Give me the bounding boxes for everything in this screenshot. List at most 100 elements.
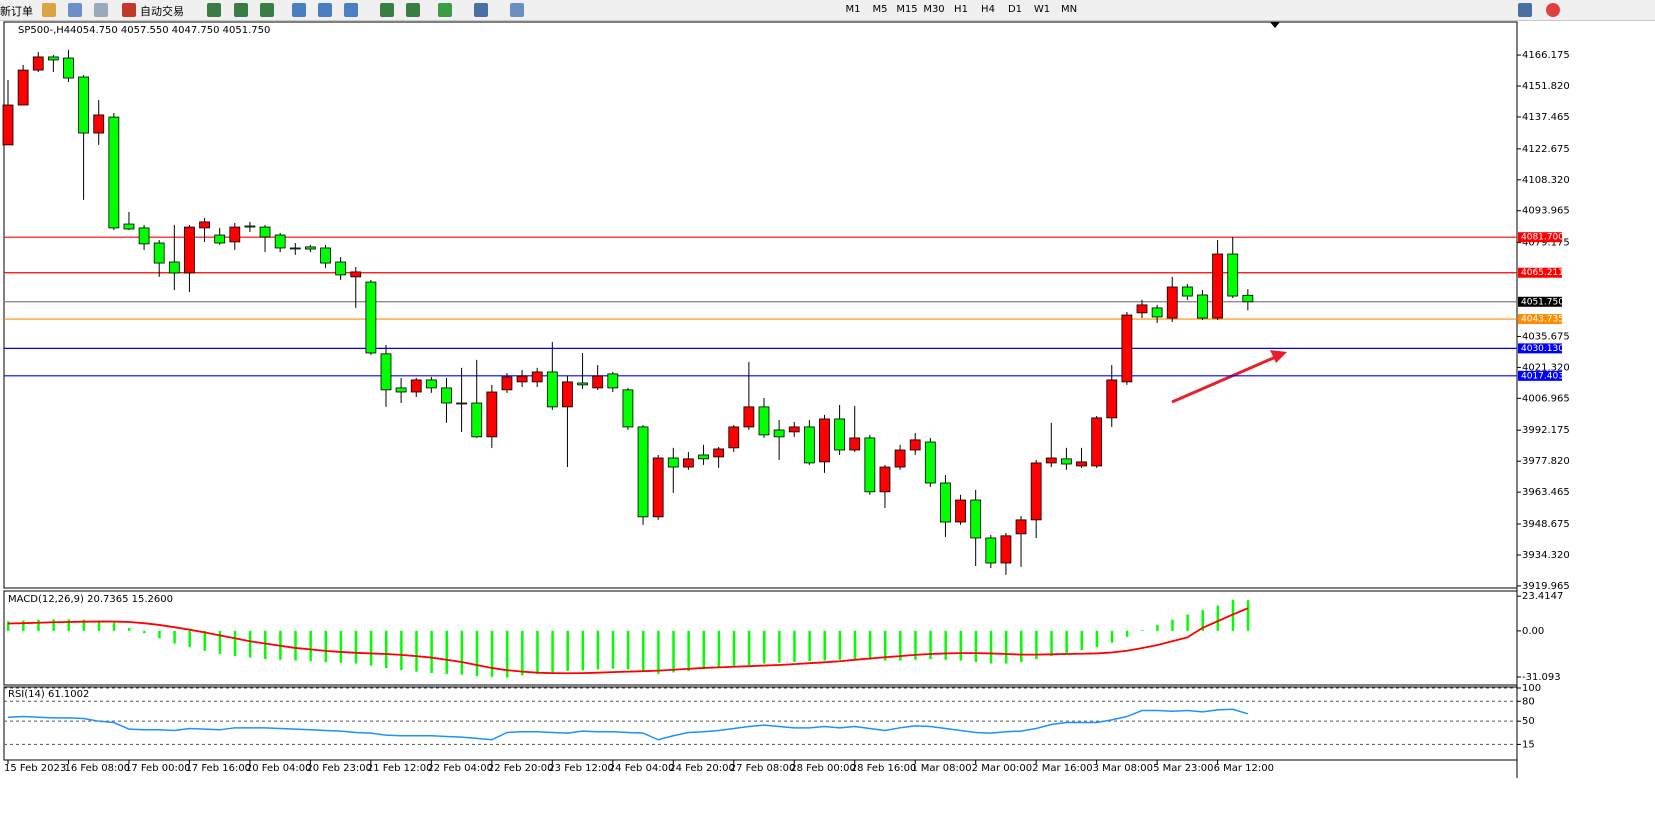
new-order-button[interactable]: 新订单 — [0, 5, 33, 18]
icon[interactable] — [438, 3, 452, 17]
icon[interactable] — [122, 3, 136, 17]
macd-bar — [400, 630, 403, 671]
candle-body — [184, 226, 195, 274]
timeframe-button[interactable]: M5 — [872, 4, 888, 15]
candle-body — [320, 247, 331, 264]
timeframe-button[interactable]: W1 — [1033, 4, 1051, 15]
icon[interactable] — [42, 3, 56, 17]
search-icon[interactable] — [1518, 3, 1532, 17]
icon[interactable] — [94, 3, 108, 17]
macd-bar — [838, 630, 842, 660]
macd-bar — [158, 630, 161, 639]
candle-body — [894, 449, 906, 468]
icon[interactable] — [510, 3, 524, 17]
icon[interactable] — [207, 3, 221, 17]
macd-bar — [823, 630, 826, 661]
candle-body — [501, 376, 513, 391]
icon[interactable] — [406, 3, 420, 17]
y-tick-label: 15 — [1522, 739, 1535, 750]
candle-body — [652, 457, 664, 518]
price-level-tag — [1518, 314, 1562, 325]
x-tick-label: 21 Feb 12:00 — [367, 763, 433, 774]
timeframe-button[interactable]: M15 — [896, 4, 918, 15]
icon[interactable] — [260, 3, 274, 17]
y-tick-label: 4021.320 — [1522, 362, 1570, 373]
chart-ohlc: 4054.750 4057.550 4047.750 4051.750 — [70, 25, 270, 36]
candle-body — [834, 418, 845, 451]
icon[interactable] — [318, 3, 332, 17]
icon[interactable] — [68, 3, 82, 17]
price-level-label: 4065.211 — [1521, 268, 1564, 278]
candle-body — [924, 441, 936, 484]
x-tick-label: 24 Feb 04:00 — [609, 763, 675, 774]
candle-body — [244, 225, 256, 228]
macd-bar — [112, 622, 116, 631]
icon[interactable] — [380, 3, 394, 17]
candle-body — [289, 247, 301, 250]
macd-bar — [611, 630, 615, 669]
timeframe-button[interactable]: H4 — [981, 4, 995, 15]
candle-body — [486, 391, 498, 438]
macd-bar — [52, 619, 55, 631]
macd-bar — [974, 630, 978, 663]
candle-body — [592, 375, 604, 389]
candle-body — [683, 458, 694, 468]
x-tick-label: 22 Feb 04:00 — [427, 763, 493, 774]
macd-bar — [808, 630, 811, 662]
rsi-title: RSI(14) 61.1002 — [8, 689, 89, 700]
macd-bar — [1020, 630, 1023, 663]
timeframe-button[interactable]: MN — [1060, 4, 1078, 15]
candle-body — [1091, 417, 1103, 467]
icon[interactable] — [474, 3, 488, 17]
candle-body — [138, 227, 150, 245]
icon[interactable] — [344, 3, 358, 17]
macd-bar — [339, 630, 343, 663]
timeframe-button[interactable]: M1 — [845, 4, 861, 15]
main-panel — [3, 21, 1518, 589]
macd-bar — [1080, 630, 1084, 651]
y-tick-label: 4166.175 — [1522, 50, 1570, 61]
macd-bar — [354, 630, 358, 664]
candle-body — [955, 499, 966, 523]
macd-bar — [127, 627, 131, 631]
auto-trade-button[interactable]: 自动交易 — [140, 5, 184, 18]
candle-body — [516, 375, 528, 383]
candle-body — [1166, 286, 1178, 319]
macd-bar — [218, 630, 222, 654]
candle-body — [1061, 458, 1072, 465]
x-tick-label: 15 Feb 2023 — [4, 763, 66, 774]
candle-body — [350, 271, 362, 278]
macd-bar — [672, 630, 675, 673]
x-tick-label: 20 Feb 04:00 — [246, 763, 312, 774]
x-tick-label: 16 Feb 08:00 — [64, 763, 130, 774]
icon[interactable] — [292, 3, 306, 17]
timeframe-button[interactable]: D1 — [1007, 4, 1023, 15]
shift-marker — [1270, 22, 1280, 28]
macd-bar — [868, 630, 872, 660]
timeframe-button[interactable]: H1 — [954, 4, 968, 15]
candle-body — [1227, 253, 1239, 297]
chart-title: SP500-,H4 — [18, 25, 70, 36]
macd-bar — [1110, 630, 1114, 643]
candle-body — [864, 437, 876, 493]
candle-body — [743, 406, 755, 428]
candle-body — [153, 242, 165, 264]
macd-bar — [717, 630, 721, 668]
macd-bar — [521, 630, 524, 676]
price-level-tag — [1518, 232, 1562, 243]
candle-body — [2, 104, 14, 146]
icon[interactable] — [234, 3, 248, 17]
y-tick-label: 4035.675 — [1522, 331, 1570, 342]
candle-body — [259, 226, 271, 238]
candle-body — [940, 482, 951, 523]
macd-bar — [657, 630, 660, 674]
candle-body — [819, 418, 830, 463]
macd-bar — [732, 630, 736, 667]
price-level-label: 4030.130 — [1521, 344, 1564, 354]
timeframe-button[interactable]: M30 — [923, 4, 945, 15]
price-level-label: 4043.735 — [1521, 315, 1564, 325]
notification-icon[interactable] — [1546, 3, 1560, 17]
macd-bar — [626, 630, 630, 670]
rsi-line — [7, 708, 1249, 741]
